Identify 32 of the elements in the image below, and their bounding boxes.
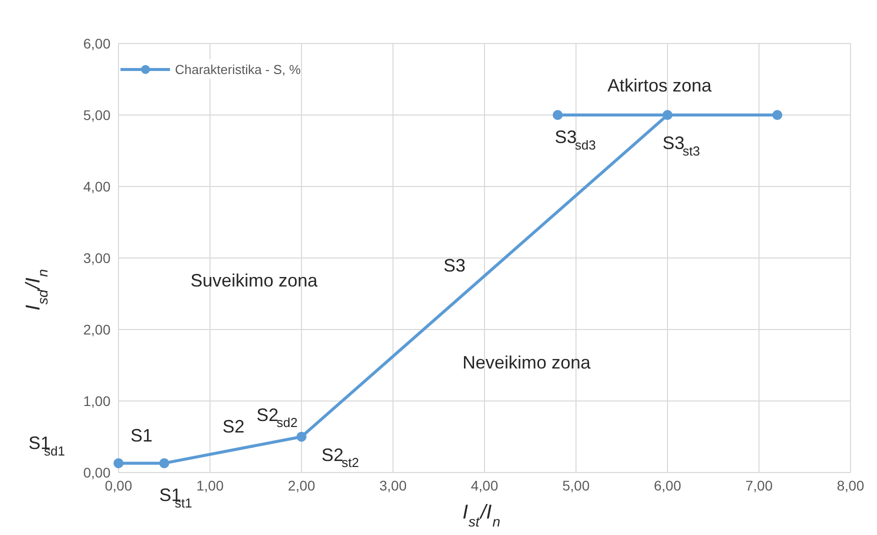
x-tick-label: 3,00 [379,478,407,494]
x-tick-label: 1,00 [196,478,224,494]
y-tick-label: 0,00 [83,464,111,480]
annotation: S2 [222,416,245,436]
y-tick-label: 2,00 [83,322,111,338]
annotation: S1sd1 [28,433,65,459]
annotation: S1 [130,426,153,446]
y-tick-label: 4,00 [83,178,111,194]
y-tick-label: 3,00 [83,250,111,266]
point [296,432,306,442]
point [662,110,672,120]
x-tick-label: 4,00 [470,478,498,494]
annotation: S1st1 [159,485,192,511]
y-tick-label: 5,00 [83,107,111,123]
point [159,458,170,468]
annotation: Suveikimo zona [190,270,319,290]
legend-label: Charakteristika - S, % [175,62,301,76]
x-tick-label: 7,00 [745,478,773,494]
y-tick-label: 6,00 [83,36,111,52]
annotation: Atkirtos zona [608,76,713,96]
x-tick-label: 8,00 [836,478,864,494]
point [552,110,563,120]
x-tick-label: 6,00 [654,478,682,494]
x-tick-label: 5,00 [562,478,590,494]
annotation: Neveikimo zona [462,352,592,372]
y-axis-title: Isd/In [22,268,50,310]
x-tick-label: 2,00 [288,478,316,494]
y-tick-label: 1,00 [83,393,111,409]
point [772,110,782,120]
annotation: S3 [444,256,466,276]
point [114,458,124,468]
x-tick-label: 0,00 [104,478,132,494]
